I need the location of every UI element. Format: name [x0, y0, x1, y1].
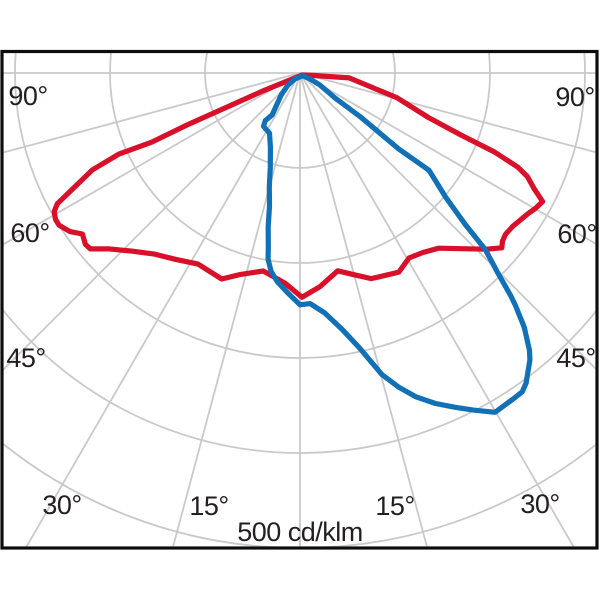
angle-tick-label: 30°	[42, 490, 81, 520]
angle-tick-label: 15°	[189, 491, 228, 521]
intensity-scale-label: 500 cd/klm	[237, 517, 363, 547]
angle-radial-line	[3, 72, 301, 246]
angle-radial-line	[299, 72, 596, 370]
angle-tick-label: 90°	[8, 81, 47, 111]
plot-frame	[0, 49, 599, 550]
angle-radial-line	[3, 72, 301, 371]
c-plane-red-curve	[51, 72, 546, 300]
angle-tick-label: 60°	[10, 218, 49, 248]
angle-tick-labels: 90° 90° 60° 60° 45° 45° 30° 30° 15° 15°	[6, 81, 597, 521]
angle-tick-label: 30°	[520, 489, 559, 519]
c-plane-blue-curve	[260, 73, 533, 415]
angle-radial-line	[299, 72, 596, 154]
angle-tick-label: 45°	[6, 343, 45, 373]
angle-radial-line	[3, 72, 301, 154]
angle-tick-label: 15°	[375, 491, 414, 521]
angle-radial-line	[299, 72, 428, 547]
angle-radial-line	[172, 72, 301, 547]
angle-tick-label: 45°	[556, 343, 595, 373]
angle-tick-label: 60°	[557, 219, 596, 249]
angle-radial-line	[25, 72, 301, 547]
angle-tick-label: 90°	[555, 82, 594, 112]
angle-radial-line	[299, 72, 596, 245]
